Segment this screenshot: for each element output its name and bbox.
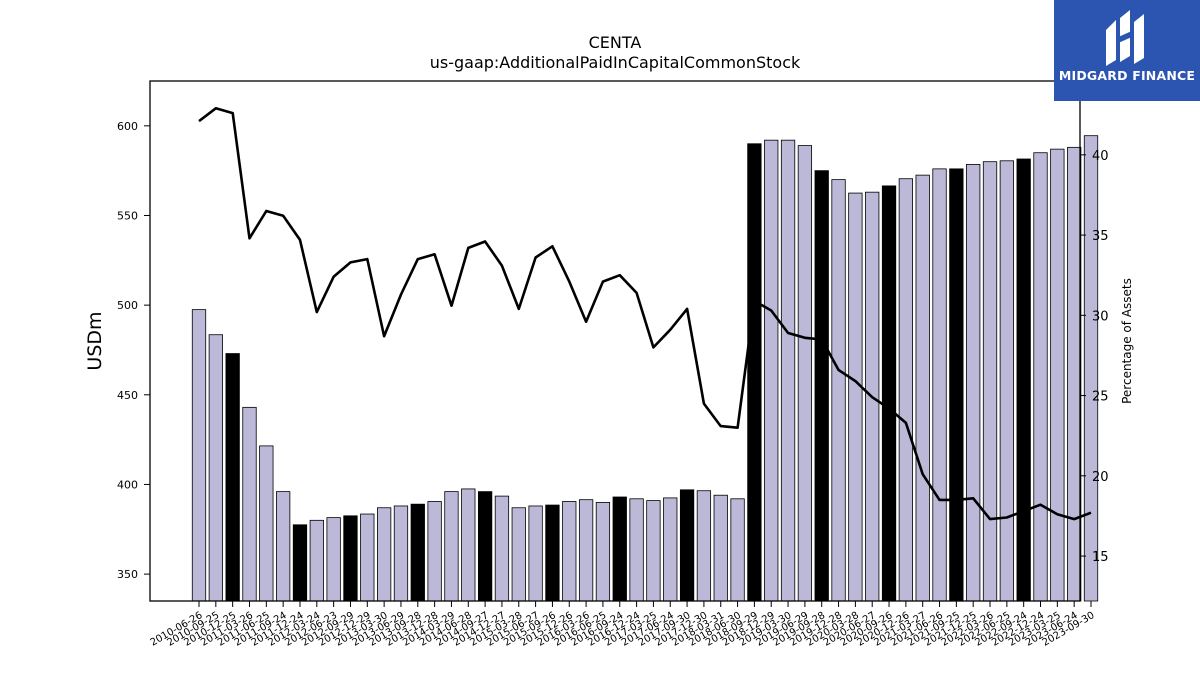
bar-2018-06-30 — [730, 498, 745, 602]
percentage-of-assets-line — [198, 107, 1092, 521]
bar-2019-09-28 — [814, 170, 829, 602]
bar-2019-03-30 — [780, 139, 796, 602]
bar-2019-06-29 — [797, 145, 813, 602]
bar-2021-09-25 — [949, 168, 964, 602]
bar-2020-03-28 — [848, 192, 863, 602]
bar-2013-12-28 — [427, 501, 442, 602]
bar-2023-09-30 — [1083, 135, 1099, 602]
midgard-logo-icon — [1106, 10, 1144, 66]
y-tick-label: 450 — [117, 389, 138, 402]
bar-2016-09-24 — [612, 496, 627, 602]
bar-2016-03-26 — [578, 499, 594, 602]
bar-2012-12-29 — [360, 513, 375, 602]
bar-2012-03-24 — [309, 519, 324, 602]
bar-series — [191, 135, 1099, 602]
bar-2012-06-23 — [326, 517, 341, 602]
bar-2015-03-28 — [511, 507, 526, 602]
bar-2018-12-29 — [764, 139, 779, 602]
bar-2020-09-26 — [881, 185, 897, 602]
bar-2021-03-27 — [915, 174, 930, 602]
bar-2013-03-30 — [376, 507, 392, 602]
y2-tick-label: 20 — [1092, 470, 1109, 485]
bar-2022-09-24 — [1016, 158, 1031, 602]
bar-2023-03-25 — [1050, 148, 1065, 602]
y2-tick-label: 40 — [1092, 149, 1109, 164]
brand-name: MIDGARD FINANCE — [1058, 68, 1196, 83]
bar-2022-12-24 — [1033, 152, 1048, 602]
brand-logo: MIDGARD FINANCE — [1054, 0, 1200, 101]
y-tick-label: 350 — [117, 568, 138, 581]
y2-tick-label: 30 — [1092, 309, 1109, 324]
y-tick-label: 600 — [117, 120, 138, 133]
bar-2021-06-26 — [932, 168, 947, 602]
bar-2015-12-26 — [562, 501, 577, 602]
bar-2020-12-26 — [898, 178, 914, 602]
bar-2010-09-25 — [208, 334, 223, 602]
bar-2014-09-27 — [477, 491, 493, 602]
bar-2014-12-27 — [494, 495, 510, 602]
bar-2013-06-29 — [393, 505, 409, 602]
bar-2014-03-29 — [444, 491, 459, 602]
y-tick-label: 500 — [117, 299, 138, 312]
bar-2017-09-30 — [679, 489, 695, 602]
bar-2023-06-24 — [1067, 146, 1082, 602]
bar-2011-03-26 — [242, 406, 257, 602]
bar-2017-06-24 — [663, 497, 678, 602]
y-axis-label: USDm — [84, 311, 106, 370]
bar-2014-06-28 — [461, 488, 476, 602]
plot-frame — [149, 80, 1081, 602]
bar-2021-12-25 — [966, 163, 981, 602]
y-tick-label: 400 — [117, 478, 138, 491]
bar-2011-09-24 — [276, 491, 291, 602]
bar-2015-06-27 — [528, 505, 543, 602]
line-series — [198, 107, 1092, 521]
bar-2018-09-29 — [747, 143, 762, 602]
bar-2022-06-25 — [999, 160, 1014, 602]
bar-2015-09-26 — [545, 504, 560, 602]
chart-title: CENTA — [589, 33, 642, 52]
bar-2011-12-24 — [292, 524, 308, 602]
bar-2019-12-28 — [831, 179, 846, 602]
axes — [149, 80, 1081, 602]
y-tick-label: 550 — [117, 209, 138, 222]
y2-tick-label: 35 — [1092, 229, 1109, 244]
bar-2011-06-25 — [259, 445, 274, 602]
y2-tick-label: 25 — [1092, 390, 1109, 405]
bar-2012-09-29 — [343, 515, 358, 602]
bar-2016-12-24 — [629, 498, 644, 602]
bar-2010-12-25 — [225, 353, 240, 602]
y2-tick-label: 15 — [1092, 550, 1109, 565]
bar-2017-12-30 — [696, 490, 712, 602]
bar-2013-09-28 — [410, 503, 425, 602]
bar-2016-06-25 — [595, 501, 611, 602]
y2-axis-label: Percentage of Assets — [1120, 278, 1134, 404]
chart-subtitle: us-gaap:AdditionalPaidInCapitalCommonSto… — [430, 53, 801, 72]
bar-2022-03-26 — [982, 161, 998, 602]
bar-2017-03-25 — [646, 500, 661, 602]
bar-2018-03-31 — [713, 494, 728, 602]
bar-2010-06-26 — [191, 309, 207, 602]
